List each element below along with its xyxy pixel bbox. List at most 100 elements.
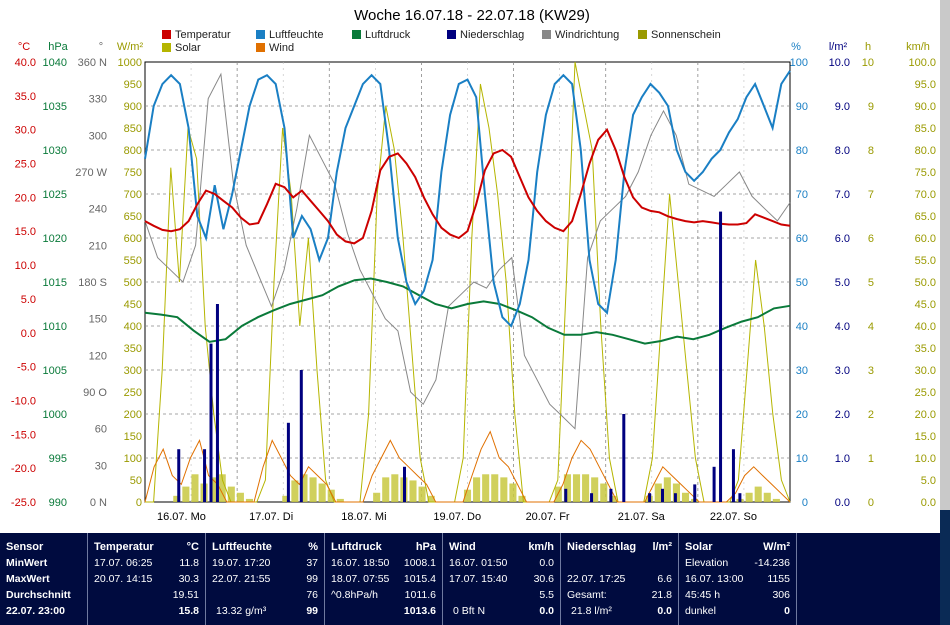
rain-bar (403, 466, 406, 502)
sunshine-bar (373, 492, 381, 502)
rain-header: Niederschlag (567, 541, 637, 553)
sensor-column: Sensor MinWert MaxWert Durchschnitt 22.0… (0, 533, 86, 625)
pressure-average: 1011.6 (404, 589, 436, 601)
axis-tick-label: 10.0 (915, 453, 936, 465)
humidity-min-time: 19.07. 17:20 (212, 557, 271, 569)
sunshine-bar (382, 477, 390, 502)
axis-tick-label: 20.0 (15, 192, 36, 204)
rain-current: 0.0 (657, 605, 672, 617)
solar-max-time: 16.07. 13:00 (685, 573, 744, 585)
axis-tick-label: 8.0 (835, 145, 850, 157)
axis-tick-label: 210 (89, 240, 107, 252)
axis-tick-label: 40.0 (915, 321, 936, 333)
x-tick-label: 17.07. Di (249, 511, 293, 523)
rain-bar (299, 370, 303, 502)
window-edge-dark (940, 510, 950, 625)
axis-tick-label: -5.0 (17, 362, 36, 374)
rain-bar (738, 493, 742, 502)
solar-column: Solar W/m² Elevation -14.236 16.07. 13:0… (678, 533, 796, 625)
temperature-min-value: 11.8 (179, 557, 199, 569)
x-tick-label: 20.07. Fr (526, 511, 570, 523)
humidity-column: Luftfeuchte % 19.07. 17:20 37 22.07. 21:… (205, 533, 324, 625)
axis-tick-label: 7 (868, 189, 874, 201)
rain-bar (693, 484, 697, 502)
axis-tick-label: 50 (130, 475, 142, 487)
pressure-trend: ^0.8hPa/h (331, 589, 378, 601)
axis-tick-label: 1015 (43, 277, 67, 289)
axis-tick-label: 400 (124, 321, 142, 333)
axis-tick-label: 80.0 (915, 145, 936, 157)
axis-unit: h (865, 41, 871, 53)
solar-unit: W/m² (763, 541, 790, 553)
humidity-min-value: 37 (306, 557, 318, 569)
solar-elevation-value: -14.236 (754, 557, 790, 569)
sunshine-bar (209, 477, 217, 502)
axis-tick-label: 650 (124, 211, 142, 223)
axis-tick-label: 10 (796, 453, 808, 465)
axis-tick-label: 5.0 (921, 475, 936, 487)
axis-tick-label: 100 (790, 57, 808, 69)
rain-column: Niederschlag l/m² 22.07. 17:25 6.6 Gesam… (560, 533, 678, 625)
axis-tick-label: 3 (868, 365, 874, 377)
legend-label: Windrichtung (555, 29, 619, 41)
axis-unit: % (791, 41, 801, 53)
axis-tick-label: 1000 (118, 57, 142, 69)
axis-tick-label: 10.0 (15, 260, 36, 272)
solar-current: 0 (784, 605, 790, 617)
axis-tick-label: 15.0 (15, 226, 36, 238)
x-axis-labels: 16.07. Mo 17.07. Di 18.07. Mi 19.07. Do 20.0… (157, 511, 757, 523)
pressure-unit: hPa (415, 541, 436, 553)
sunshine-bar (482, 474, 490, 502)
sunshine-bar (654, 483, 662, 502)
x-tick-label: 16.07. Mo (157, 511, 206, 523)
axis-tick-label: 6.0 (835, 233, 850, 245)
legend-label: Temperatur (175, 29, 231, 41)
axis-tick-label: 40.0 (15, 57, 36, 69)
rain-bar (590, 493, 594, 502)
axis-tick-label: 0 N (90, 497, 107, 509)
rain-max-time: 22.07. 17:25 (567, 573, 626, 585)
axis-tick-label: 35.0 (915, 343, 936, 355)
rain-bar (622, 414, 626, 502)
humidity-max-value: 99 (306, 573, 318, 585)
wind-average: 5.5 (539, 589, 554, 601)
axis-tick-label: 1 (868, 453, 874, 465)
axis-tick-label: 180 S (78, 277, 107, 289)
legend-swatch (542, 30, 551, 39)
axis-tick-label: 2 (868, 409, 874, 421)
humidity-average: 76 (306, 589, 318, 601)
stats-panel: Sensor MinWert MaxWert Durchschnitt 22.0… (0, 533, 940, 625)
rain-bar (609, 488, 613, 502)
axis-tick-label: 25.0 (915, 387, 936, 399)
axis-tick-label: 85.0 (915, 123, 936, 135)
sunshine-bar (600, 483, 608, 502)
rain-bar (209, 343, 213, 502)
axis-tick-label: 100 (124, 453, 142, 465)
axis-unit: W/m² (117, 41, 144, 53)
axis-tick-label: 300 (124, 365, 142, 377)
chart-title: Woche 16.07.18 - 22.07.18 (KW29) (354, 7, 590, 24)
axis-tick-label: 4 (868, 321, 874, 333)
axis-tick-label: 95.0 (915, 79, 936, 91)
wind-current: 0.0 (539, 605, 554, 617)
axis-tick-label: 7.0 (835, 189, 850, 201)
axis-tick-label: 1025 (43, 189, 67, 201)
sunshine-bar (563, 474, 571, 502)
axis-tick-label: 500 (124, 277, 142, 289)
wind-max-time: 17.07. 15:40 (449, 573, 508, 585)
sunshine-bar (772, 498, 780, 502)
rain-bar (731, 449, 735, 502)
solar-max-value: 1155 (767, 573, 790, 585)
sunshine-bar (500, 477, 508, 502)
maxwert-label: MaxWert (6, 573, 50, 585)
axis-tick-label: 1010 (43, 321, 67, 333)
axis-tick-label: 8 (868, 145, 874, 157)
sunshine-bar (681, 492, 690, 502)
temperature-column: Temperatur °C 17.07. 06:25 11.8 20.07. 1… (87, 533, 205, 625)
rain-bar (712, 466, 716, 502)
sunshine-bar (509, 483, 517, 502)
x-tick-label: 18.07. Mi (341, 511, 386, 523)
axis-tick-label: 250 (124, 387, 142, 399)
sunshine-bar (745, 492, 753, 502)
sunshine-bar (291, 480, 299, 502)
